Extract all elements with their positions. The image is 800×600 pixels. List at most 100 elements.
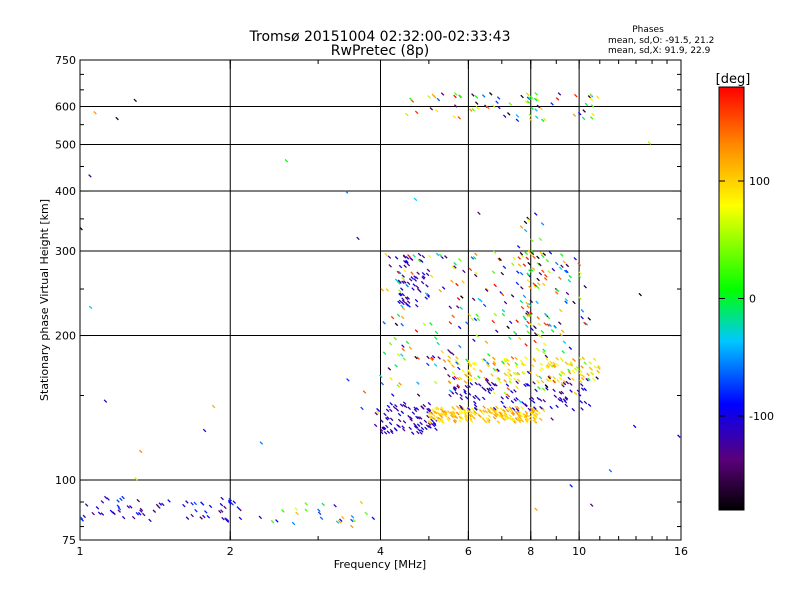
data-point [393,336,397,341]
data-point [294,507,298,511]
stats-heading: Phases [632,25,664,35]
data-point [567,279,572,283]
data-point [360,406,364,411]
data-point [514,372,519,376]
data-point [536,277,540,282]
data-point [507,371,511,375]
data-point [509,408,514,412]
data-point [569,484,573,488]
data-point [376,407,380,412]
data-point [469,417,473,421]
data-point [448,393,452,398]
data-point [536,333,541,337]
data-point [532,356,536,361]
data-point [412,283,416,287]
data-point [536,379,540,384]
data-point [589,503,594,507]
data-point [555,261,559,266]
data-point [82,514,87,519]
data-point [558,391,563,395]
data-point [468,413,472,418]
data-point [498,380,502,384]
data-point [519,251,524,256]
data-point [539,405,543,410]
data-point [526,305,530,309]
data-point [503,379,507,383]
data-point [489,407,494,411]
x-tick-label: 16 [674,545,688,558]
data-point [573,391,578,396]
data-point [411,287,415,291]
data-point [433,380,438,385]
data-point [473,400,477,405]
data-point [413,406,417,410]
data-point [501,416,505,421]
data-point [534,92,538,96]
data-point [416,356,420,360]
data-point [517,336,522,341]
data-point [456,385,460,389]
data-point [439,414,444,419]
data-point [484,410,489,414]
data-point [139,449,143,454]
data-point [495,329,499,333]
data-point [398,280,402,284]
data-point [565,263,570,268]
data-point [505,358,510,362]
x-tick-label: 10 [572,545,586,558]
data-point [533,406,537,410]
data-point [550,329,555,333]
data-point [423,419,428,424]
data-point [505,383,510,387]
data-point [477,375,481,379]
data-point [447,355,452,360]
data-point [452,419,457,424]
data-point [565,269,569,274]
data-point [400,410,405,415]
data-point [503,372,508,376]
data-point [560,329,565,334]
data-point [453,375,458,380]
data-point [528,313,532,317]
data-point [485,416,490,421]
data-point [535,97,540,102]
data-point [406,281,411,286]
data-point [515,281,520,286]
data-point [521,401,525,405]
data-point [543,277,548,281]
data-point [525,417,530,421]
data-point [219,502,224,507]
data-point [447,380,452,385]
data-point [415,407,420,411]
data-point [227,499,232,504]
data-point [536,104,541,109]
data-point [389,417,394,422]
data-point [541,269,545,274]
data-point [528,370,532,374]
data-point [394,404,398,408]
data-point [427,401,432,406]
data-point [482,405,486,409]
data-point [433,95,437,99]
data-point [494,383,498,387]
data-point [472,256,477,260]
data-point [571,377,575,381]
data-point [503,414,507,418]
data-point [543,342,547,346]
data-point [522,315,527,320]
data-point [572,358,576,362]
data-point [434,336,438,340]
data-point [383,412,387,417]
data-point [468,363,472,368]
data-point [580,387,585,391]
data-point [536,316,540,320]
data-point [447,348,451,353]
data-point [495,405,499,410]
data-point [583,387,587,392]
data-point [436,419,441,423]
data-point [443,366,447,371]
data-point [500,396,504,400]
data-point [579,369,583,373]
data-point [478,414,482,418]
data-point [523,383,527,388]
